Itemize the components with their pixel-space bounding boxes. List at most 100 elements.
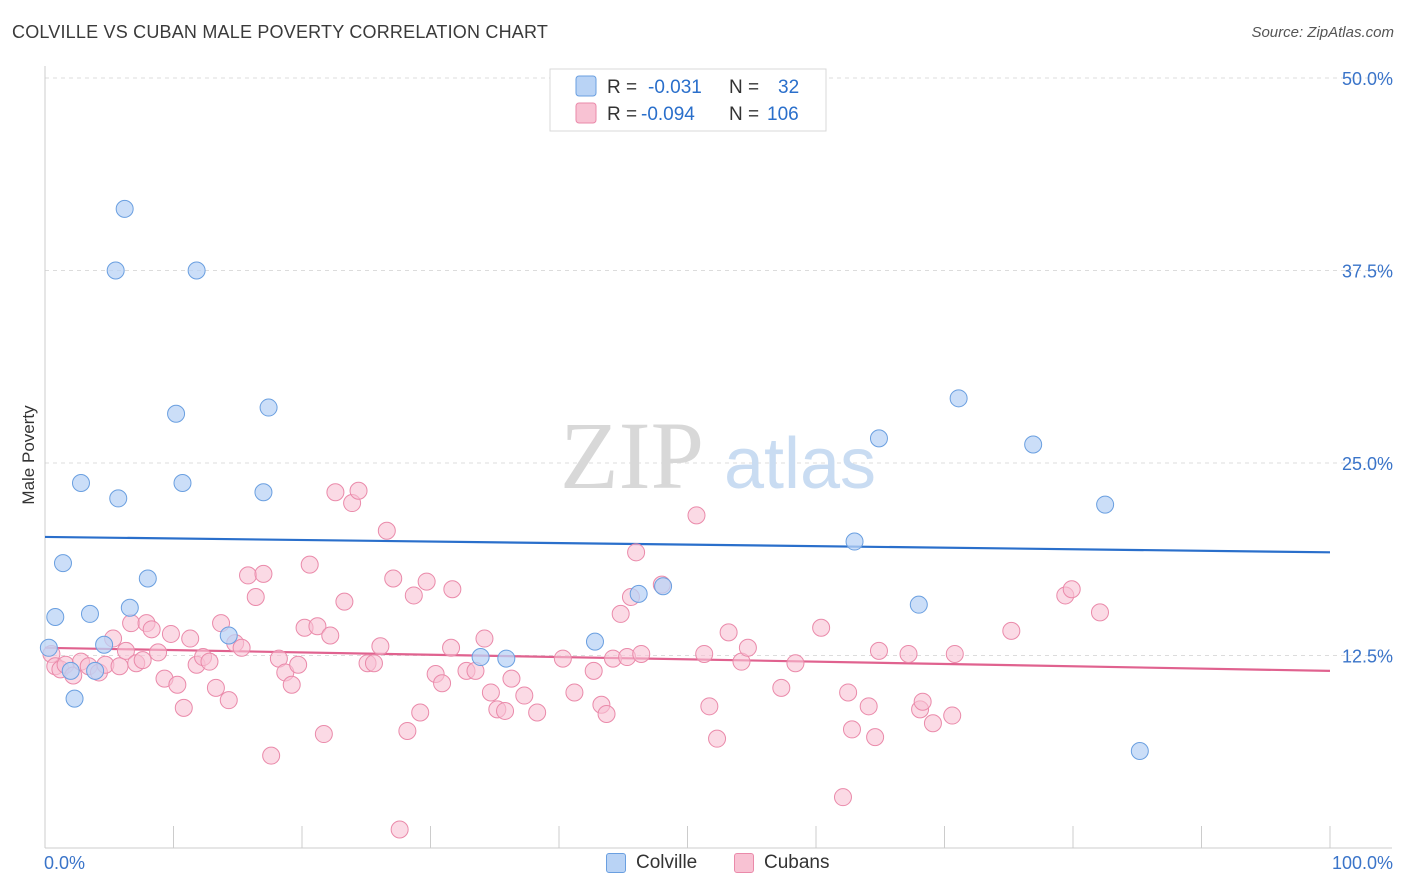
cubans-point[interactable] [443,580,462,599]
cubans-point[interactable] [695,644,714,663]
cubans-point[interactable] [349,481,368,500]
cubans-point[interactable] [300,555,319,574]
cubans-point[interactable] [515,686,534,705]
legend-item-cubans[interactable]: Cubans [734,852,830,874]
cubans-point[interactable] [398,721,417,740]
colville-point[interactable] [219,626,238,645]
colville-point[interactable] [869,429,888,448]
cubans-point[interactable] [116,641,135,660]
cubans-point[interactable] [496,701,515,720]
colville-point[interactable] [497,649,516,668]
cubans-point[interactable] [174,698,193,717]
colville-point[interactable] [1096,495,1115,514]
colville-point[interactable] [259,398,278,417]
cubans-point[interactable] [899,644,918,663]
cubans-point[interactable] [611,604,630,623]
cubans-point[interactable] [133,651,152,670]
cubans-point[interactable] [232,638,251,657]
colville-point[interactable] [71,474,90,493]
cubans-point[interactable] [481,683,500,702]
colville-point[interactable] [46,608,65,626]
cubans-point[interactable] [314,725,333,744]
cubans-point[interactable] [110,657,129,676]
cubans-point[interactable] [335,592,354,611]
cubans-point[interactable] [371,637,390,656]
legend-item-colville[interactable]: Colville [606,852,697,874]
cubans-point[interactable] [1090,603,1109,622]
cubans-point[interactable] [738,638,757,657]
cubans-point[interactable] [282,675,301,694]
cubans-point[interactable] [417,572,436,591]
colville-point[interactable] [65,689,84,708]
cubans-point[interactable] [390,820,409,839]
colville-point[interactable] [254,483,273,502]
cubans-point[interactable] [833,788,852,807]
cubans-point[interactable] [206,678,225,697]
cubans-point[interactable] [913,692,932,711]
colville-point[interactable] [80,604,99,623]
cubans-point[interactable] [502,669,521,688]
cubans-point[interactable] [404,586,423,605]
cubans-point[interactable] [219,691,238,710]
colville-point[interactable] [173,474,192,493]
cubans-point[interactable] [308,617,327,636]
cubans-point[interactable] [945,644,964,663]
colville-point[interactable] [53,554,72,573]
cubans-point[interactable] [1002,621,1021,640]
colville-point[interactable] [167,404,186,423]
colville-point[interactable] [115,199,134,218]
colville-point[interactable] [471,648,490,667]
cubans-point[interactable] [254,564,273,583]
cubans-point[interactable] [859,697,878,716]
colville-point[interactable] [61,661,80,680]
colville-point[interactable] [86,661,105,680]
cubans-point[interactable] [442,638,461,657]
cubans-point[interactable] [475,629,494,648]
cubans-point[interactable] [700,697,719,716]
cubans-point[interactable] [772,678,791,697]
cubans-point[interactable] [553,649,572,668]
colville-point[interactable] [120,598,139,617]
cubans-point[interactable] [377,521,396,540]
cubans-point[interactable] [200,652,219,671]
colville-point[interactable] [1130,741,1149,760]
cubans-point[interactable] [839,683,858,702]
cubans-point[interactable] [866,728,885,747]
cubans-point[interactable] [142,620,161,639]
cubans-point[interactable] [786,654,805,673]
cubans-point[interactable] [246,587,265,606]
colville-point[interactable] [187,261,206,280]
cubans-point[interactable] [565,683,584,702]
colville-point[interactable] [629,584,648,603]
cubans-point[interactable] [168,675,187,694]
cubans-point[interactable] [262,746,281,765]
cubans-point[interactable] [632,644,651,663]
cubans-point[interactable] [411,703,430,722]
cubans-point[interactable] [687,506,706,525]
cubans-point[interactable] [528,703,547,722]
colville-point[interactable] [654,577,673,596]
colville-point[interactable] [909,595,928,614]
cubans-point[interactable] [122,614,141,633]
colville-point[interactable] [138,569,157,588]
colville-point[interactable] [1024,435,1043,454]
colville-point[interactable] [106,261,125,280]
cubans-point[interactable] [326,483,345,502]
cubans-point[interactable] [597,705,616,724]
colville-point[interactable] [949,389,968,408]
cubans-point[interactable] [869,641,888,660]
cubans-point[interactable] [943,706,962,725]
cubans-point[interactable] [923,714,942,733]
colville-point[interactable] [95,635,114,654]
cubans-point[interactable] [149,643,168,662]
cubans-point[interactable] [433,674,452,693]
colville-point[interactable] [845,532,864,551]
cubans-point[interactable] [321,626,340,645]
cubans-point[interactable] [181,629,200,648]
cubans-point[interactable] [161,624,180,643]
cubans-point[interactable] [239,566,258,585]
cubans-point[interactable] [1062,580,1081,599]
cubans-point[interactable] [584,661,603,680]
cubans-point[interactable] [289,655,308,674]
cubans-point[interactable] [812,618,831,637]
